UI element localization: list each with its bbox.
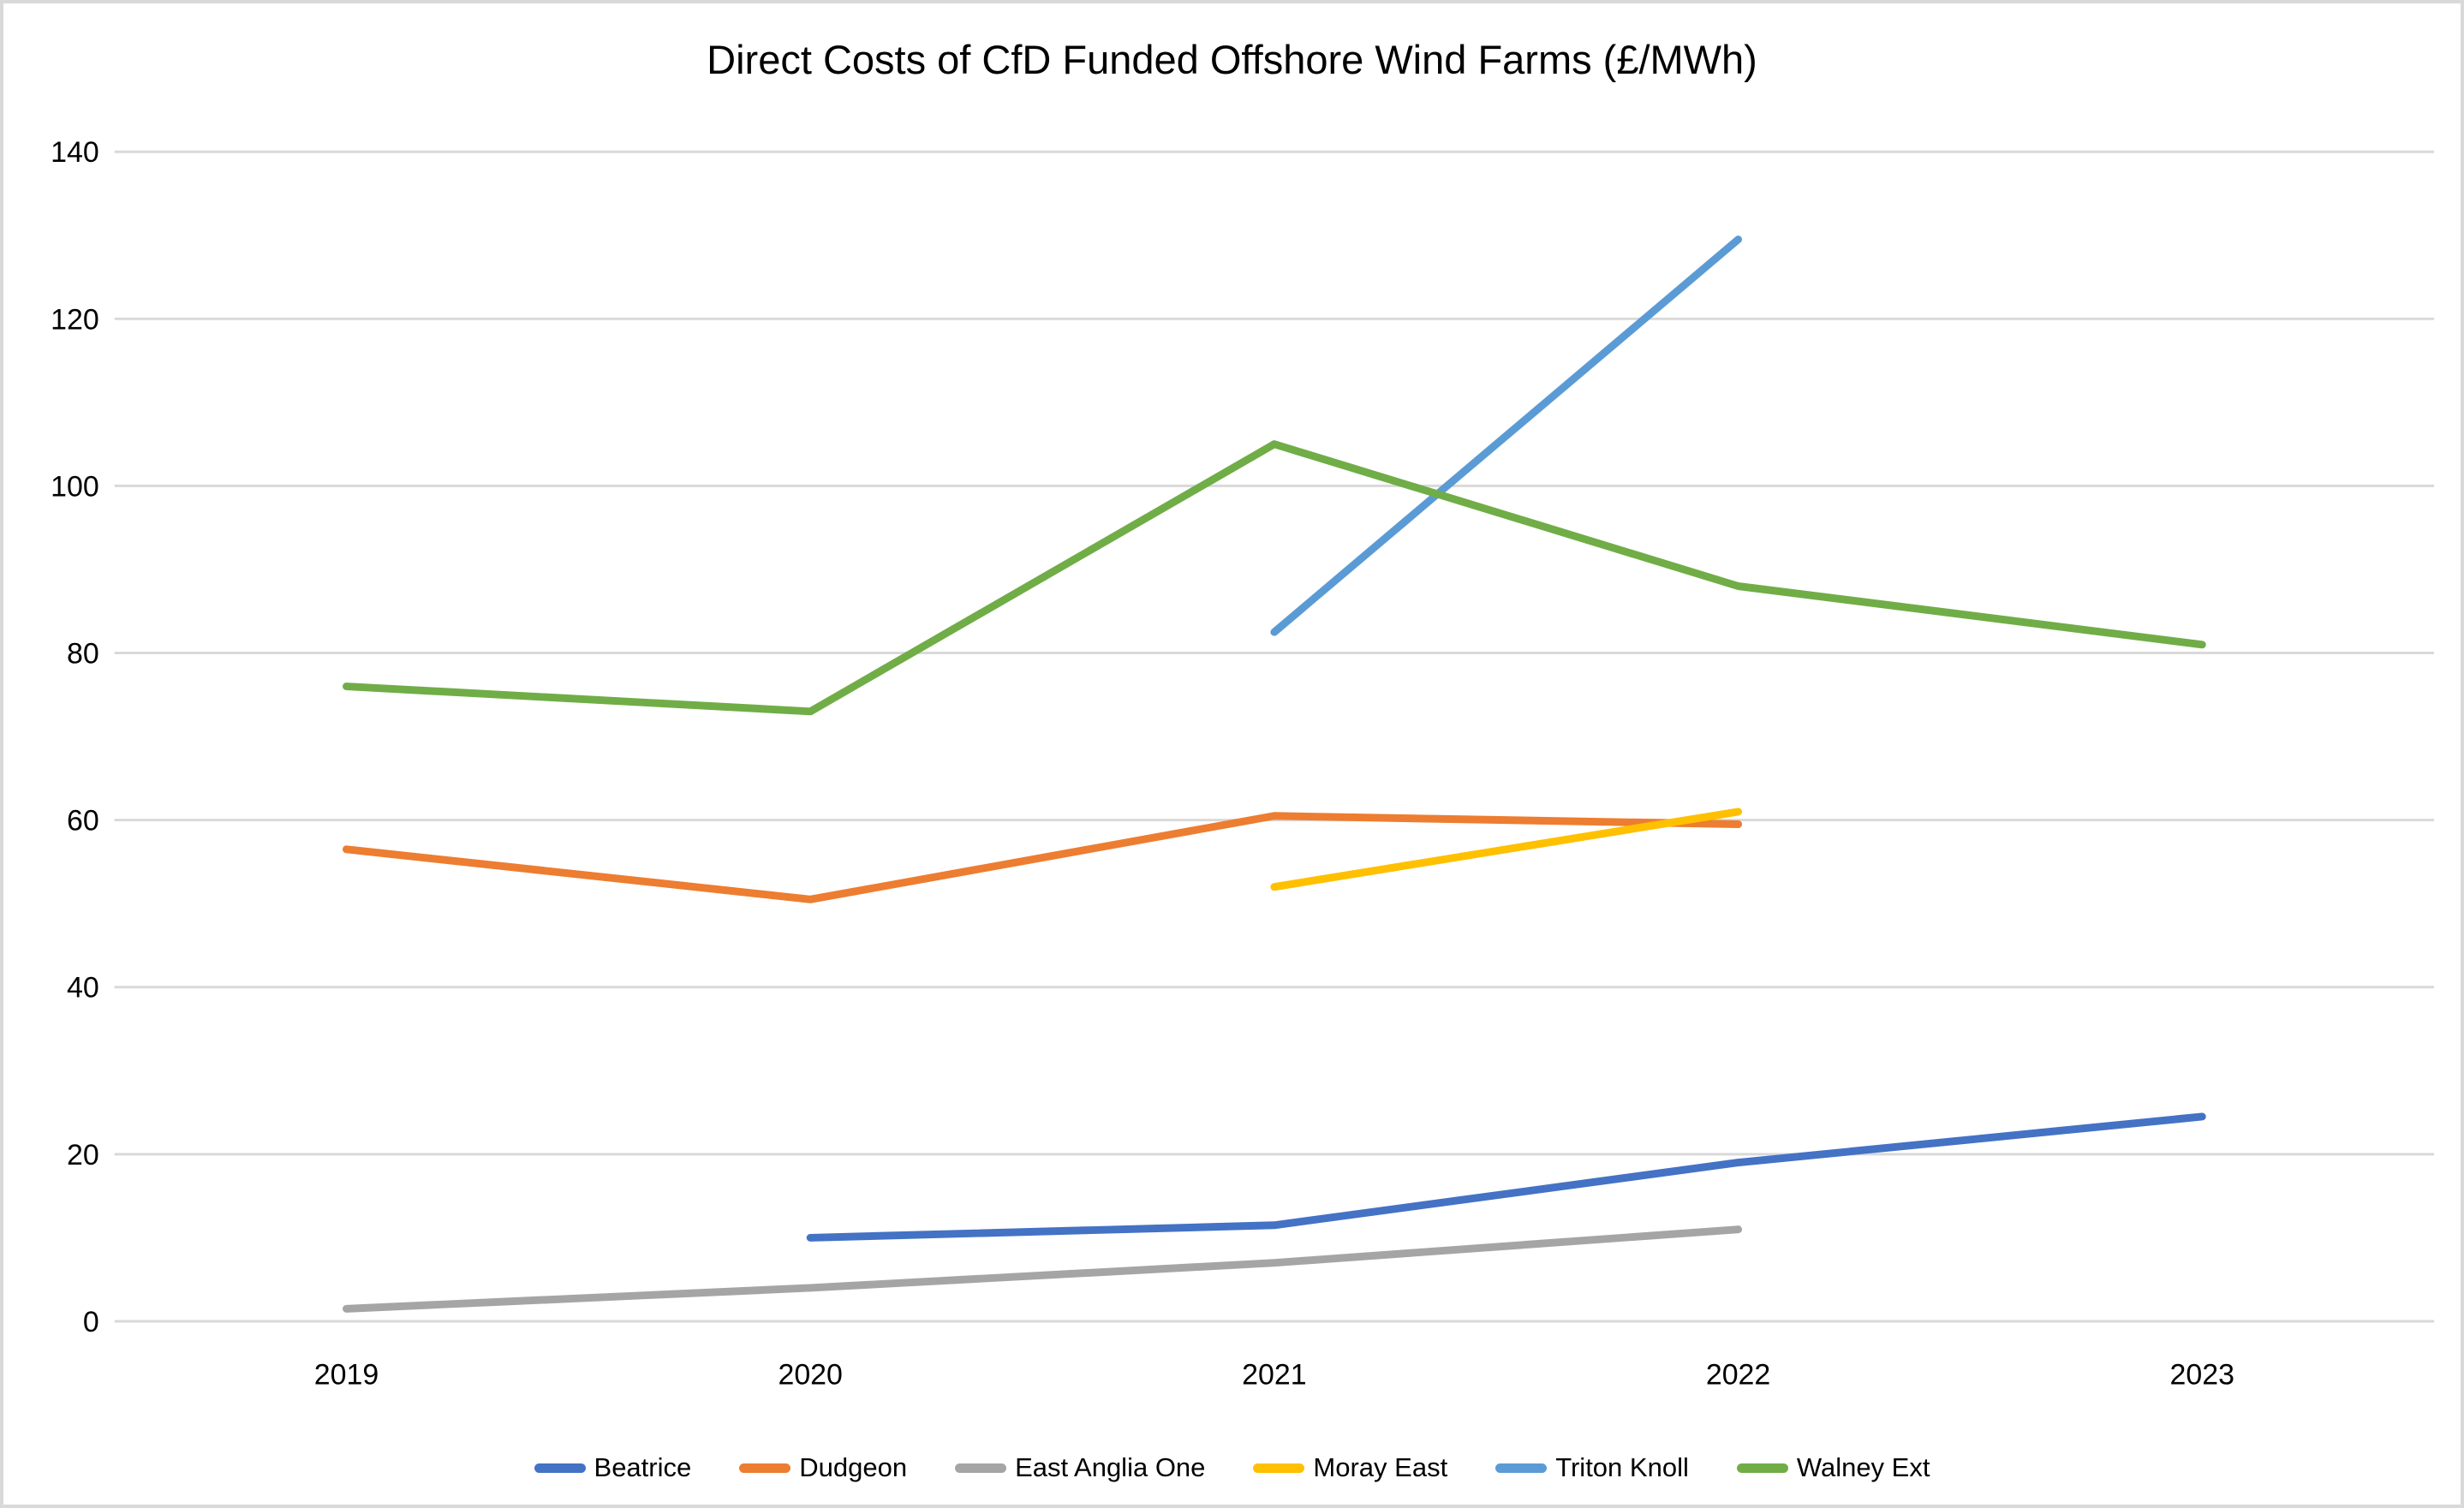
y-tick-label: 100: [51, 470, 99, 503]
series-line-beatrice: [806, 1112, 2206, 1242]
y-tick-label: 60: [67, 805, 99, 837]
legend-label: Triton Knoll: [1555, 1452, 1689, 1482]
series-line-moray-east: [1270, 808, 1743, 891]
legend-label: East Anglia One: [1015, 1452, 1206, 1482]
x-tick-label: 2020: [778, 1359, 842, 1392]
legend-swatch-icon: [534, 1463, 586, 1473]
legend-item-east-anglia-one: East Anglia One: [955, 1452, 1205, 1483]
legend-item-beatrice: Beatrice: [534, 1452, 692, 1483]
x-tick-label: 2019: [314, 1359, 379, 1392]
legend-label: Moray East: [1313, 1452, 1448, 1482]
y-tick-label: 40: [67, 972, 99, 1004]
plot-area: 0 20 40 60 80 100 120 140 2019 2020 2021 2022 2023: [51, 136, 2435, 1392]
x-tick-label: 2022: [1706, 1359, 1770, 1392]
y-tick-label: 120: [51, 303, 99, 336]
legend: Beatrice Dudgeon East Anglia One Moray East…: [3, 1452, 2461, 1483]
series-line-triton-knoll: [1270, 235, 1743, 636]
legend-swatch-icon: [1253, 1463, 1305, 1473]
y-tick-label: 140: [51, 136, 99, 169]
legend-item-triton-knoll: Triton Knoll: [1495, 1452, 1689, 1483]
y-tick-label: 20: [67, 1139, 99, 1171]
x-tick-label: 2023: [2170, 1359, 2234, 1392]
y-tick-label: 80: [67, 638, 99, 671]
chart-title: Direct Costs of CfD Funded Offshore Wind…: [707, 37, 1757, 82]
legend-item-walney-ext: Walney Ext: [1736, 1452, 1930, 1483]
legend-item-dudgeon: Dudgeon: [739, 1452, 907, 1483]
legend-label: Walney Ext: [1796, 1452, 1930, 1482]
y-tick-label: 0: [83, 1306, 99, 1338]
series-line-dudgeon: [342, 812, 1743, 903]
x-tick-label: 2021: [1242, 1359, 1306, 1392]
legend-swatch-icon: [739, 1463, 791, 1473]
legend-swatch-icon: [1495, 1463, 1548, 1473]
legend-label: Beatrice: [594, 1452, 692, 1482]
legend-label: Dudgeon: [799, 1452, 908, 1482]
legend-item-moray-east: Moray East: [1253, 1452, 1447, 1483]
series-line-walney-ext: [342, 440, 2206, 716]
series-line-east-anglia-one: [342, 1225, 1743, 1313]
legend-swatch-icon: [955, 1463, 1007, 1473]
legend-swatch-icon: [1736, 1463, 1788, 1473]
